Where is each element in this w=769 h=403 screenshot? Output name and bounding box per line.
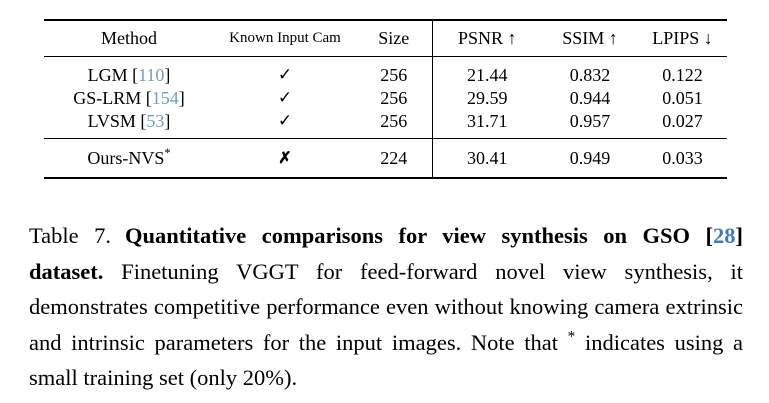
citation-link[interactable]: 28 <box>713 223 736 248</box>
method-name: LGM [ <box>87 64 139 85</box>
known-cam-cell: ✗ <box>214 138 356 178</box>
lpips-cell: 0.027 <box>662 110 703 131</box>
psnr-cell: 21.44 <box>431 56 542 86</box>
lpips-cell: 0.051 <box>662 87 703 108</box>
method-cell: LVSM [53] <box>44 109 214 139</box>
method-cell: GS-LRM [154] <box>44 86 214 109</box>
caption-bold-title: Quantitative comparisons for view synthe… <box>125 223 714 248</box>
citation-link[interactable]: 154 <box>151 87 179 108</box>
known-cam-cell: ✓ <box>214 86 356 109</box>
ssim-cell: 0.944 <box>569 87 611 108</box>
checkmark-icon: ✓ <box>277 65 293 84</box>
header-ssim: SSIM ↑ <box>542 20 638 57</box>
citation-link[interactable]: 53 <box>146 110 165 131</box>
ssim-cell: 0.957 <box>569 110 611 131</box>
method-cell: Ours-NVS* <box>44 138 214 178</box>
caption-body: Finetuning VGGT for feed-forward novel v… <box>29 258 743 355</box>
ssim-cell: 0.949 <box>542 138 638 178</box>
psnr-cell: 29.59 <box>431 86 542 109</box>
caption-bold-title-end: ] dataset. <box>29 223 744 284</box>
known-cam-cell: ✓ <box>214 57 356 87</box>
header-known-input-cam: Known Input Cam <box>214 20 356 57</box>
method-name: GS-LRM [ <box>73 87 152 108</box>
bracket-close: ] <box>164 110 171 131</box>
results-table-wrap: Method Known Input Cam Size PSNR ↑ SSIM … <box>44 19 727 179</box>
size-cell: 224 <box>356 138 432 178</box>
method-name: LVSM [ <box>87 110 147 131</box>
header-psnr: PSNR ↑ <box>431 20 542 57</box>
table-row: LGM [110] ✓ 256 21.44 0.832 0.122 <box>44 56 727 87</box>
checkmark-icon: ✓ <box>277 111 293 130</box>
caption-body-end: indicates using a small training set (on… <box>29 329 743 391</box>
bracket-close: ] <box>178 87 185 108</box>
psnr-cell: 31.71 <box>431 109 542 139</box>
citation-link[interactable]: 110 <box>138 64 165 85</box>
size-cell: 256 <box>380 110 408 131</box>
lpips-cell: 0.033 <box>638 138 727 178</box>
psnr-cell: 30.41 <box>431 138 542 178</box>
checkmark-icon: ✓ <box>277 88 293 107</box>
known-cam-cell: ✓ <box>214 109 356 139</box>
table-header-row: Method Known Input Cam Size PSNR ↑ SSIM … <box>44 20 727 57</box>
ssim-cell: 0.832 <box>569 64 611 85</box>
table-row: LVSM [53] ✓ 256 31.71 0.957 0.027 <box>44 109 727 139</box>
asterisk-marker: * <box>164 146 171 160</box>
results-table: Method Known Input Cam Size PSNR ↑ SSIM … <box>44 19 727 179</box>
cross-icon: ✗ <box>278 150 292 167</box>
header-size: Size <box>356 20 432 57</box>
asterisk-marker: * <box>567 328 576 346</box>
table-row-ours: Ours-NVS* ✗ 224 30.41 0.949 0.033 <box>44 138 727 178</box>
caption-label: Table 7. <box>29 223 112 248</box>
header-lpips: LPIPS ↓ <box>638 20 727 57</box>
lpips-cell: 0.122 <box>662 64 703 85</box>
size-cell: 256 <box>380 87 408 108</box>
bracket-close: ] <box>164 64 171 85</box>
method-name: Ours-NVS <box>87 148 165 168</box>
header-method: Method <box>44 20 214 57</box>
table-row: GS-LRM [154] ✓ 256 29.59 0.944 0.051 <box>44 86 727 109</box>
size-cell: 256 <box>380 64 408 85</box>
method-cell: LGM [110] <box>44 57 214 87</box>
table-caption: Table 7. Quantitative comparisons for vie… <box>29 218 743 396</box>
